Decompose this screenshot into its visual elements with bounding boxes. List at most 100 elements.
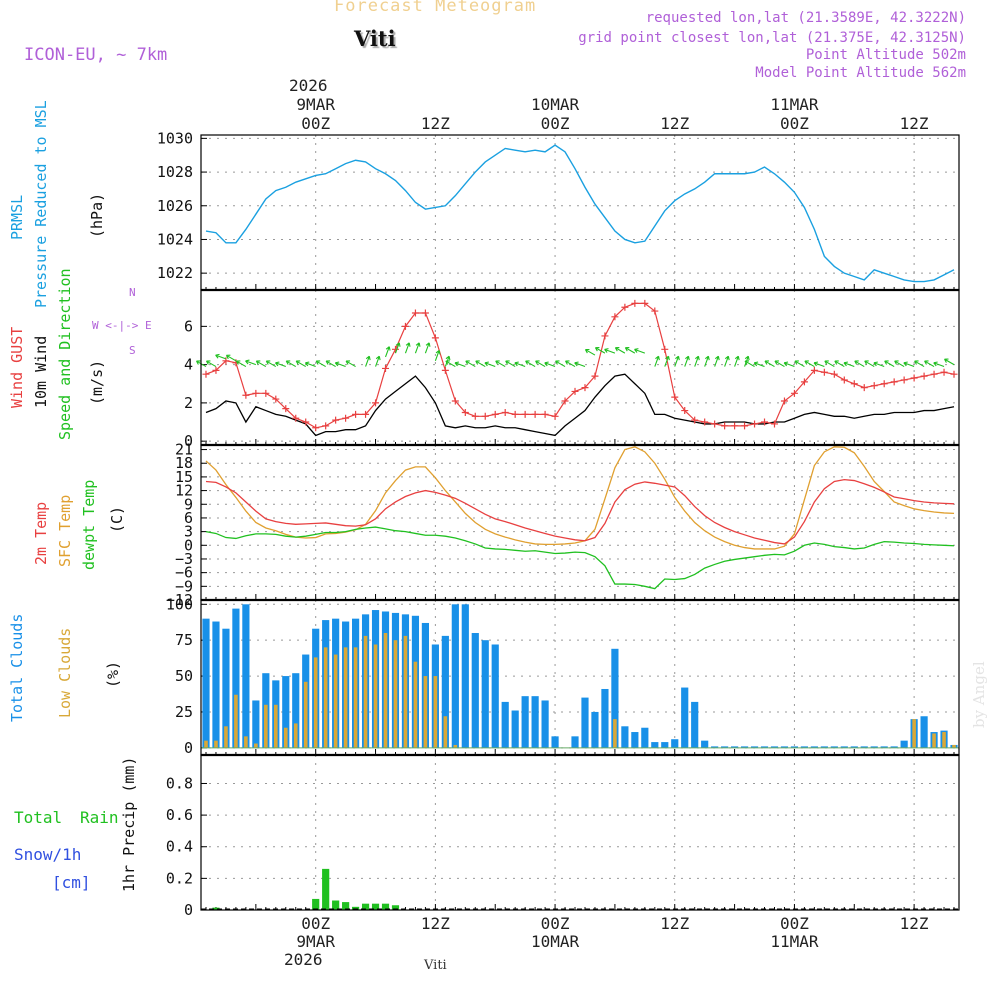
wind-direction-arrow [255,360,267,368]
bottom-time-label: 12Z [900,914,929,933]
wind-direction-arrow [295,360,306,368]
pressure-ytick-label: 1028 [157,163,193,181]
total-clouds-bar [232,608,240,748]
wind-direction-arrow [394,342,401,354]
wind-direction-arrow [594,347,606,354]
wind-ytick-label: 0 [184,432,193,450]
bottom-time-label: 12Z [660,914,689,933]
wind-direction-arrow [884,360,895,368]
wind-direction-arrow [265,360,277,368]
wind-gust-marker [900,376,908,384]
temp-ytick-label: 15 [175,468,193,486]
low-clouds-bar [383,633,388,748]
wind-direction-arrow [824,360,835,368]
wind-direction-arrow [445,360,456,368]
low-clouds-bar [303,681,308,748]
total-clouds-bar [641,727,649,748]
wind-direction-arrow [325,360,336,368]
total-clouds-bar [880,746,888,748]
low-clouds-bar [323,647,328,748]
wind-gust-marker [491,410,499,418]
low-clouds-bar [373,644,378,748]
low-clouds-bar [234,694,238,748]
wind-direction-arrow [454,361,466,368]
wind-gust-marker [860,384,868,392]
total-clouds-bar [601,688,609,748]
wind-gust-marker [521,410,529,418]
low-clouds-bar [952,744,956,748]
wind-direction-arrow [813,361,825,368]
temp-frame [200,444,960,601]
wind-gust-marker [571,387,579,395]
wind-gust-marker [691,416,699,424]
wind-direction-arrow [783,361,795,368]
temp-ytick-label: 12 [175,482,193,500]
total-clouds-bar [890,746,898,748]
clouds-ytick-label: 50 [175,667,193,685]
total-clouds-bar [850,746,858,748]
total-clouds-bar [621,726,629,748]
wind-gust-marker [441,366,449,374]
wind-direction-arrow [424,342,431,354]
top-time-label: 00Z [541,114,570,133]
wind-gust-marker [551,412,559,420]
precip-ytick-label: 0.8 [166,774,193,792]
low-clouds-bar [433,676,438,748]
wind-ytick-label: 6 [184,317,193,335]
wind-direction-arrow [854,360,865,368]
top-date-label: 11MAR [770,95,819,114]
wind-gust-marker [611,313,619,321]
low-clouds-bar [264,704,268,748]
wind-direction-arrow [674,355,680,367]
rain-bar [391,905,400,910]
wind-gust-marker [780,397,788,405]
wind-gust-marker [601,332,609,340]
wind-gust-marker [481,412,489,420]
wind-direction-arrow [275,361,286,368]
temp-ytick-label: 0 [184,536,193,554]
top-time-label: 00Z [780,114,809,133]
wind-gust-marker [701,418,709,426]
total-clouds-bar [541,700,549,748]
wind-gust-marker [541,410,549,418]
wind-gust-marker [511,410,519,418]
precip-ytick-label: 0.4 [166,838,193,856]
wind-direction-arrow [764,360,775,368]
chart-title: Forecast Meteogram [334,0,537,16]
wind-gust-marker [322,422,330,430]
wind-direction-arrow [584,348,596,356]
total-clouds-bar [581,697,589,748]
wind-gust-marker [721,422,729,430]
wind-gust-marker [202,370,210,378]
compass-we: W <-|-> E [92,319,152,332]
total-clouds-bar [631,732,639,748]
station-name: Viti [354,26,396,51]
low-clouds-bar [912,719,916,748]
rain-bar [342,902,350,910]
wind-gust-marker [930,370,938,378]
total-clouds-bar [242,604,250,748]
wind-direction-arrow [774,360,785,368]
pressure-ytick-label: 1026 [157,197,193,215]
wind-10m-line [205,373,955,437]
low-clouds-bar [204,740,208,748]
snow-label: Snow/1h [14,845,82,864]
total-clouds-bar [711,746,719,748]
low-clouds-bar [313,657,318,748]
wind-direction-arrow [604,348,616,354]
low-clouds-bar [343,647,348,748]
total-clouds-bar [661,742,669,748]
wind-gust-marker [850,380,858,388]
wind-gust-marker [631,299,639,307]
low-clouds-bar [942,732,946,748]
wind-direction-arrow [565,360,576,368]
compass-north: N [129,286,136,299]
total-clouds-bar [800,746,808,748]
temp-dewpt-line [205,526,955,590]
total-clouds-bar [810,746,818,748]
wind-gust-marker [252,389,260,397]
wind-gust-marker [471,412,479,420]
rain-bar [381,903,390,910]
temp-ytick-label: 21 [175,441,193,459]
wind-direction-arrow [365,355,371,367]
